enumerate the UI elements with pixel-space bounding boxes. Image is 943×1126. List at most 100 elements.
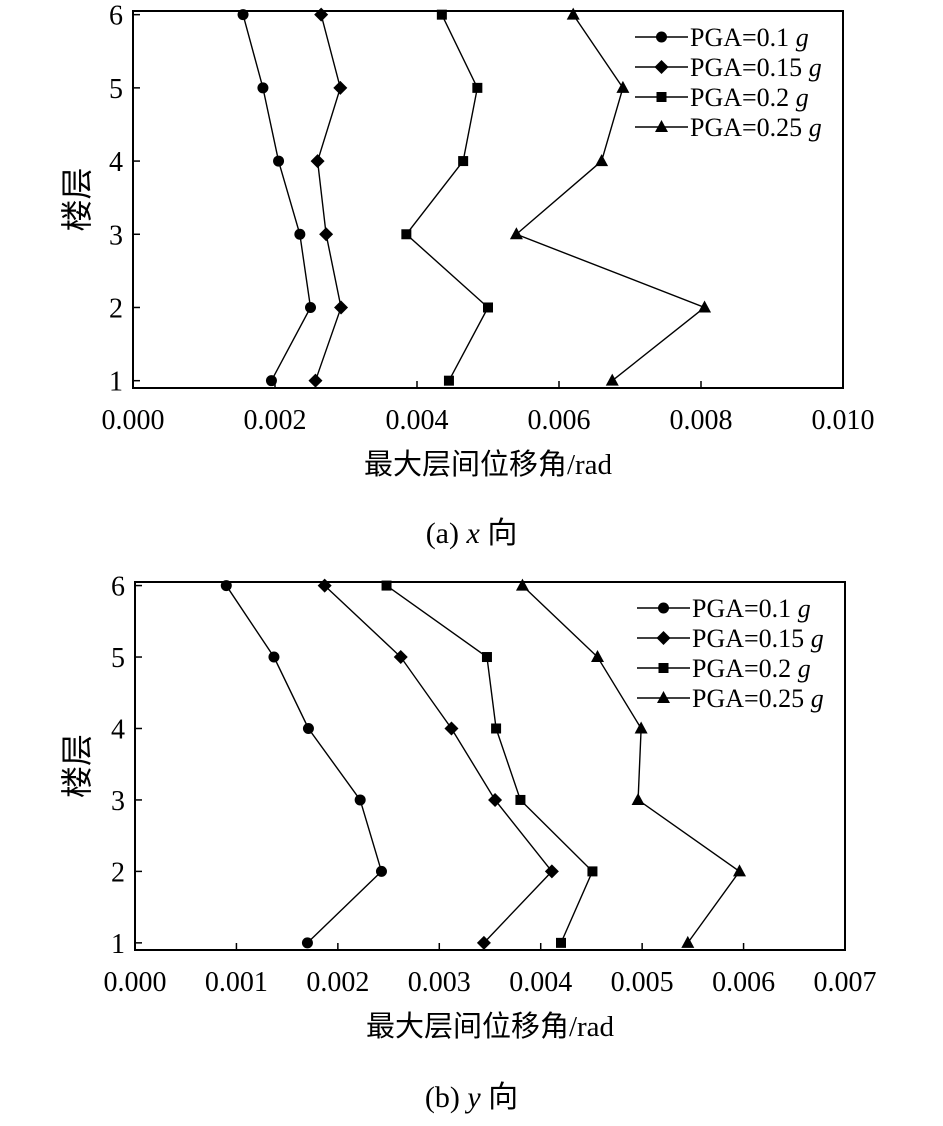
data-point-a-1 bbox=[334, 300, 349, 315]
chart-panel-a: 0.000 0.002 0.004 0.006 0.008 0.010 1 2 3 4 5 6 最大层间… bbox=[0, 0, 943, 560]
caption-a: (a) x 向 bbox=[0, 508, 943, 552]
x-tick-label-a: 0.000 bbox=[102, 405, 165, 436]
chart-panel-b: 0.000 0.001 0.002 0.003 0.004 0.005 0.006 0.007… bbox=[0, 570, 943, 1126]
caption-a-prefix: (a) bbox=[425, 517, 467, 550]
data-point-a-3 bbox=[595, 154, 609, 167]
data-point-b-0 bbox=[354, 794, 366, 806]
data-point-a-1 bbox=[314, 7, 329, 22]
data-point-a-3 bbox=[698, 300, 712, 313]
series-b-2 bbox=[381, 580, 598, 948]
y-tick-label-b: 4 bbox=[111, 714, 125, 745]
series-b-3 bbox=[515, 578, 747, 948]
data-point-b-0 bbox=[302, 722, 314, 734]
chart-a: 0.000 0.002 0.004 0.006 0.008 0.010 1 2 3 4 5 6 最大层间… bbox=[59, 1, 875, 481]
legend-marker-b-3 bbox=[657, 691, 670, 703]
legend-label-b-2: PGA=0.2 g bbox=[692, 654, 811, 683]
data-point-b-2 bbox=[481, 652, 492, 663]
series-b-1 bbox=[317, 578, 559, 950]
legend-marker-b-0 bbox=[658, 602, 669, 614]
data-point-a-0 bbox=[237, 9, 249, 21]
data-point-b-3 bbox=[733, 864, 747, 877]
data-point-b-2 bbox=[381, 580, 392, 591]
x-tick-label-a: 0.010 bbox=[812, 405, 875, 436]
legend-label-a-3: PGA=0.25 g bbox=[690, 113, 822, 142]
data-point-a-3 bbox=[605, 373, 619, 386]
y-tick-label-a: 2 bbox=[109, 293, 123, 324]
caption-b-suffix: 向 bbox=[480, 1081, 519, 1114]
legend-item-b-2: PGA=0.2 g bbox=[637, 654, 811, 683]
y-tick-label-a: 3 bbox=[109, 220, 123, 251]
x-tick-label-b: 0.005 bbox=[611, 967, 674, 998]
legend-label-a-1: PGA=0.15 g bbox=[690, 53, 822, 82]
legend-marker-a-3 bbox=[655, 120, 668, 132]
plot-frame-b bbox=[134, 581, 846, 951]
y-tick-label-b: 5 bbox=[111, 643, 125, 674]
legend-item-a-3: PGA=0.25 g bbox=[635, 113, 822, 142]
data-point-a-2 bbox=[483, 302, 493, 313]
data-point-a-3 bbox=[509, 227, 523, 240]
data-point-a-1 bbox=[308, 373, 323, 388]
data-point-b-3 bbox=[515, 578, 529, 591]
data-point-b-1 bbox=[317, 578, 332, 593]
legend-marker-a-1 bbox=[654, 60, 669, 74]
x-tick-label-b: 0.004 bbox=[509, 967, 572, 998]
data-point-a-0 bbox=[265, 375, 277, 387]
data-point-a-2 bbox=[472, 82, 483, 93]
legend-item-b-0: PGA=0.1 g bbox=[637, 594, 811, 623]
x-axis-title-b: 最大层间位移角/rad bbox=[366, 1010, 615, 1043]
data-point-a-1 bbox=[310, 154, 325, 169]
y-tick-label-b: 1 bbox=[111, 929, 125, 960]
legend-label-b-0: PGA=0.1 g bbox=[692, 594, 811, 623]
legend-item-b-1: PGA=0.15 g bbox=[637, 624, 824, 653]
legend-label-b-1: PGA=0.15 g bbox=[692, 624, 824, 653]
x-tick-label-a: 0.004 bbox=[386, 405, 449, 436]
legend-label-a-0: PGA=0.1 g bbox=[690, 23, 809, 52]
data-point-a-1 bbox=[333, 80, 348, 95]
series-line-a-1 bbox=[314, 14, 342, 381]
x-tick-label-a: 0.008 bbox=[670, 405, 733, 436]
caption-b-var: y bbox=[467, 1081, 481, 1114]
x-tick-label-a: 0.006 bbox=[528, 405, 591, 436]
series-b-0 bbox=[220, 580, 387, 949]
data-point-b-1 bbox=[444, 721, 459, 736]
data-point-b-3 bbox=[634, 721, 648, 734]
x-tick-label-b: 0.003 bbox=[408, 967, 471, 998]
legend-marker-b-2 bbox=[658, 663, 669, 673]
data-point-b-3 bbox=[591, 650, 605, 663]
x-tick-label-b: 0.007 bbox=[814, 967, 877, 998]
y-tick-label-a: 6 bbox=[109, 1, 123, 32]
series-line-a-3 bbox=[515, 14, 706, 382]
data-point-b-2 bbox=[587, 866, 598, 877]
series-a-3 bbox=[509, 7, 712, 386]
series-line-b-3 bbox=[521, 585, 741, 944]
chart-b: 0.000 0.001 0.002 0.003 0.004 0.005 0.006 0.007… bbox=[59, 572, 877, 1043]
series-line-a-0 bbox=[242, 14, 312, 382]
data-point-b-2 bbox=[515, 794, 526, 805]
data-point-a-2 bbox=[436, 9, 447, 20]
data-point-a-3 bbox=[566, 7, 580, 20]
y-tick-label-a: 5 bbox=[109, 74, 123, 105]
y-axis-title-a: 楼层 bbox=[59, 167, 95, 231]
caption-a-var: x bbox=[466, 517, 480, 550]
y-tick-label-a: 1 bbox=[109, 367, 123, 398]
legend-item-b-3: PGA=0.25 g bbox=[637, 684, 824, 713]
series-line-a-2 bbox=[405, 14, 489, 382]
series-line-b-2 bbox=[386, 585, 594, 944]
data-point-a-2 bbox=[401, 229, 412, 240]
data-point-a-0 bbox=[294, 228, 306, 240]
data-point-b-1 bbox=[393, 650, 408, 665]
legend-label-b-3: PGA=0.25 g bbox=[692, 684, 824, 713]
x-tick-label-b: 0.000 bbox=[104, 967, 167, 998]
data-point-a-0 bbox=[273, 155, 285, 167]
series-line-b-0 bbox=[225, 585, 383, 944]
caption-a-suffix: 向 bbox=[479, 517, 518, 550]
x-axis-title-a: 最大层间位移角/rad bbox=[364, 448, 613, 481]
plot-frame-a bbox=[132, 10, 844, 389]
series-line-b-1 bbox=[324, 585, 553, 944]
data-point-b-3 bbox=[631, 792, 645, 805]
y-tick-label-b: 2 bbox=[111, 857, 125, 888]
y-axis-title-b: 楼层 bbox=[59, 734, 95, 798]
data-point-b-1 bbox=[476, 935, 491, 950]
x-tick-label-b: 0.006 bbox=[712, 967, 775, 998]
y-tick-label-b: 3 bbox=[111, 786, 125, 817]
